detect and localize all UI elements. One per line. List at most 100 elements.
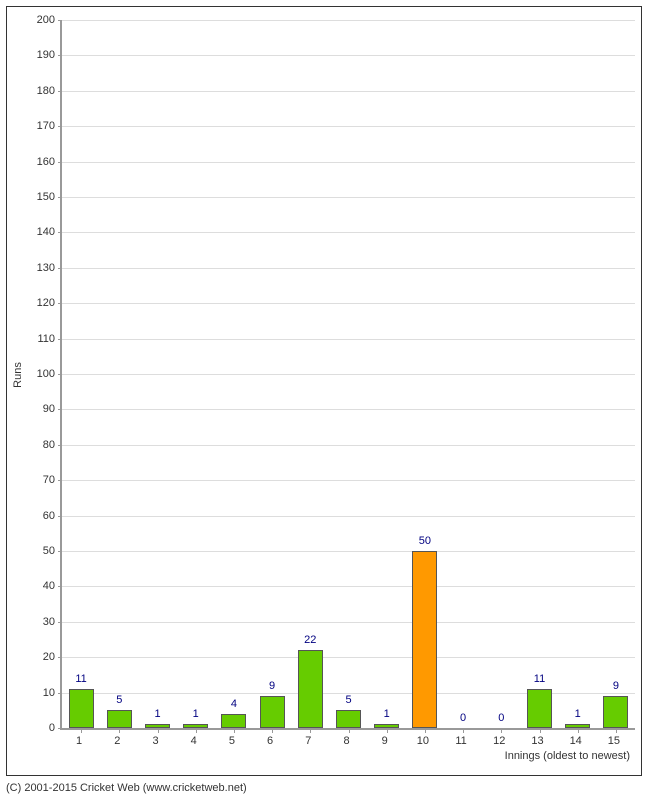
xtick-mark <box>425 728 426 733</box>
ytick-mark <box>58 586 62 587</box>
xtick-mark <box>387 728 388 733</box>
gridline <box>62 622 635 623</box>
bar-value-label: 1 <box>384 708 390 720</box>
ytick-label: 150 <box>15 191 55 203</box>
ytick-label: 160 <box>15 156 55 168</box>
ytick-label: 120 <box>15 297 55 309</box>
ytick-label: 20 <box>15 651 55 663</box>
ytick-mark <box>58 339 62 340</box>
xtick-label: 4 <box>179 735 209 747</box>
gridline <box>62 126 635 127</box>
gridline <box>62 55 635 56</box>
xtick-mark <box>158 728 159 733</box>
bar-value-label: 0 <box>460 712 466 724</box>
ytick-mark <box>58 728 62 729</box>
xtick-label: 14 <box>561 735 591 747</box>
xtick-mark <box>234 728 235 733</box>
bar-value-label: 0 <box>498 712 504 724</box>
bar-value-label: 11 <box>75 673 86 685</box>
bar-value-label: 1 <box>575 708 581 720</box>
ytick-label: 110 <box>15 333 55 345</box>
gridline <box>62 657 635 658</box>
xtick-mark <box>578 728 579 733</box>
ytick-label: 30 <box>15 616 55 628</box>
ytick-label: 10 <box>15 687 55 699</box>
bar <box>260 696 285 728</box>
bar <box>336 710 361 728</box>
xtick-mark <box>540 728 541 733</box>
gridline <box>62 409 635 410</box>
xtick-label: 3 <box>141 735 171 747</box>
plot-area: 1151149225150001119 <box>60 20 635 730</box>
bar <box>603 696 628 728</box>
xtick-label: 5 <box>217 735 247 747</box>
ytick-mark <box>58 374 62 375</box>
xtick-label: 1 <box>64 735 94 747</box>
ytick-mark <box>58 516 62 517</box>
gridline <box>62 551 635 552</box>
bar-value-label: 50 <box>419 535 431 547</box>
xtick-mark <box>501 728 502 733</box>
ytick-mark <box>58 409 62 410</box>
xtick-label: 2 <box>102 735 132 747</box>
xtick-label: 9 <box>370 735 400 747</box>
ytick-mark <box>58 232 62 233</box>
ytick-mark <box>58 657 62 658</box>
bar-value-label: 22 <box>304 634 316 646</box>
xtick-label: 15 <box>599 735 629 747</box>
xtick-label: 13 <box>523 735 553 747</box>
bar-value-label: 1 <box>154 708 160 720</box>
ytick-mark <box>58 551 62 552</box>
bar <box>412 551 437 728</box>
ytick-label: 80 <box>15 439 55 451</box>
ytick-label: 130 <box>15 262 55 274</box>
bar-value-label: 4 <box>231 698 237 710</box>
bar-value-label: 11 <box>534 673 545 685</box>
ytick-label: 170 <box>15 120 55 132</box>
ytick-mark <box>58 55 62 56</box>
gridline <box>62 445 635 446</box>
ytick-mark <box>58 480 62 481</box>
bar-value-label: 9 <box>613 680 619 692</box>
gridline <box>62 232 635 233</box>
ytick-mark <box>58 162 62 163</box>
ytick-mark <box>58 126 62 127</box>
xtick-mark <box>310 728 311 733</box>
xtick-label: 10 <box>408 735 438 747</box>
gridline <box>62 197 635 198</box>
xtick-label: 12 <box>484 735 514 747</box>
ytick-label: 40 <box>15 580 55 592</box>
gridline <box>62 480 635 481</box>
chart-container: 1151149225150001119 Runs Innings (oldest… <box>0 0 650 800</box>
ytick-mark <box>58 91 62 92</box>
ytick-mark <box>58 693 62 694</box>
bar <box>221 714 246 728</box>
bar-value-label: 1 <box>193 708 199 720</box>
bar <box>527 689 552 728</box>
bar-value-label: 5 <box>345 694 351 706</box>
gridline <box>62 339 635 340</box>
copyright-text: (C) 2001-2015 Cricket Web (www.cricketwe… <box>6 782 247 794</box>
ytick-mark <box>58 303 62 304</box>
ytick-label: 190 <box>15 49 55 61</box>
ytick-label: 50 <box>15 545 55 557</box>
gridline <box>62 268 635 269</box>
gridline <box>62 516 635 517</box>
bar-value-label: 5 <box>116 694 122 706</box>
bar <box>107 710 132 728</box>
xtick-mark <box>119 728 120 733</box>
ytick-label: 70 <box>15 474 55 486</box>
ytick-label: 140 <box>15 226 55 238</box>
ytick-mark <box>58 268 62 269</box>
xtick-label: 6 <box>255 735 285 747</box>
xtick-label: 7 <box>293 735 323 747</box>
xtick-mark <box>616 728 617 733</box>
xtick-mark <box>349 728 350 733</box>
ytick-label: 90 <box>15 403 55 415</box>
ytick-mark <box>58 197 62 198</box>
xtick-mark <box>196 728 197 733</box>
ytick-label: 100 <box>15 368 55 380</box>
gridline <box>62 303 635 304</box>
x-axis-label: Innings (oldest to newest) <box>505 750 630 762</box>
bar <box>69 689 94 728</box>
